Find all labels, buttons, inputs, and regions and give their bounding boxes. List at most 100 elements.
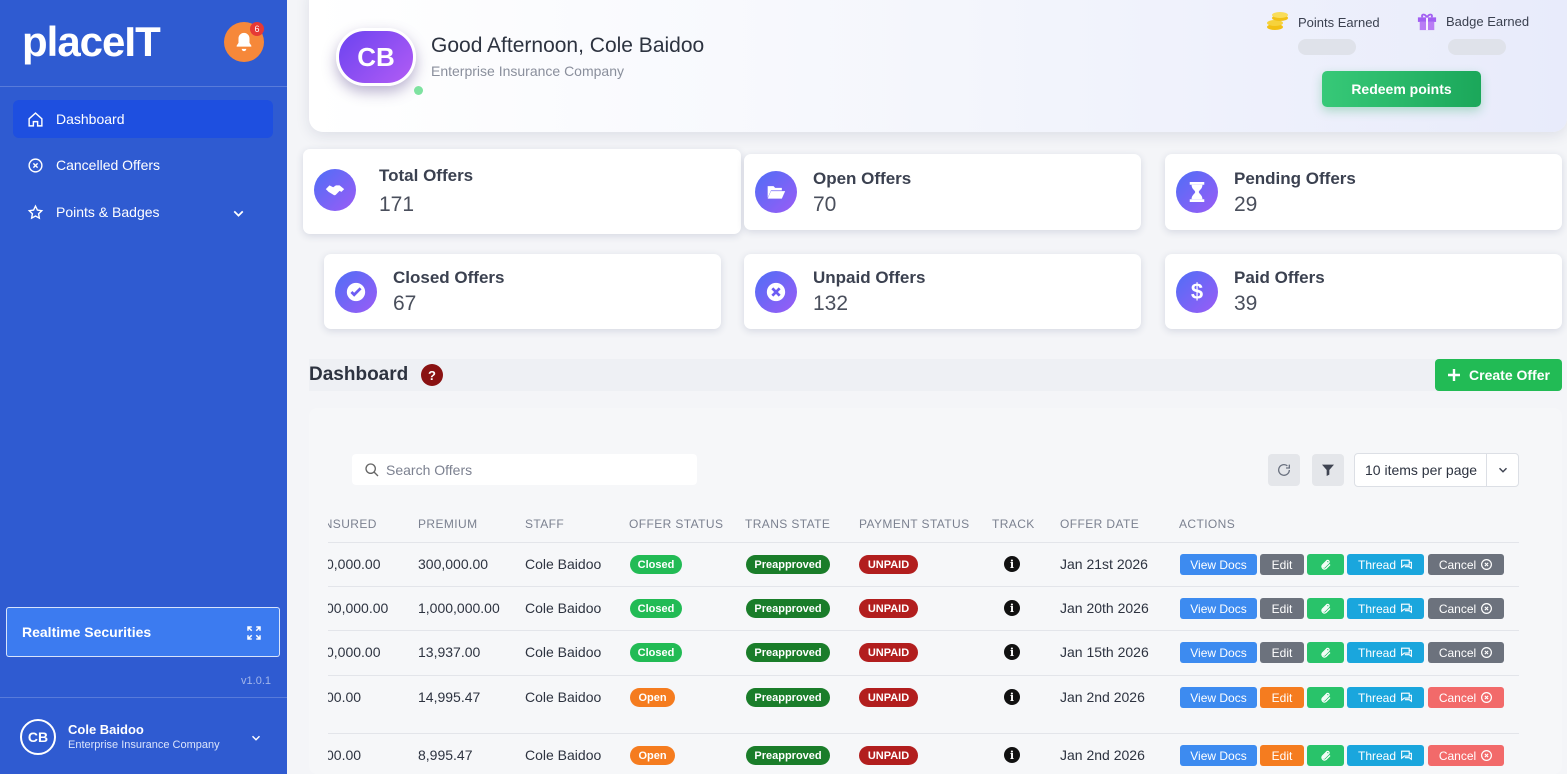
attach-button[interactable] bbox=[1307, 687, 1344, 708]
table-row[interactable]: 00,000.00 1,000,000.00 Cole Baidoo Close… bbox=[328, 586, 1519, 630]
thread-button[interactable]: Thread bbox=[1347, 598, 1424, 619]
expand-icon[interactable] bbox=[245, 624, 263, 642]
stat-label: Total Offers bbox=[379, 166, 474, 185]
payment-status-badge: UNPAID bbox=[859, 688, 918, 707]
thread-button[interactable]: Thread bbox=[1347, 745, 1424, 766]
filter-button[interactable] bbox=[1312, 454, 1344, 486]
welcome-header bbox=[309, 0, 1567, 132]
attach-button[interactable] bbox=[1307, 598, 1344, 619]
sidebar-item-cancelled-offers[interactable]: Cancelled Offers bbox=[13, 146, 273, 184]
attach-button[interactable] bbox=[1307, 745, 1344, 766]
chat-icon bbox=[1401, 603, 1412, 614]
app-logo[interactable]: placeIT bbox=[22, 18, 161, 65]
sidebar-item-points-badges[interactable]: Points & Badges bbox=[13, 193, 273, 231]
cancel-button[interactable]: Cancel bbox=[1428, 598, 1504, 619]
trans-state-badge: Preapproved bbox=[746, 643, 830, 662]
points-earned-label: Points Earned bbox=[1266, 11, 1380, 33]
table-row[interactable]: 00.00 14,995.47 Cole Baidoo Open Preappr… bbox=[328, 675, 1519, 733]
insured-cell: 0,000.00 bbox=[328, 644, 381, 660]
realtime-securities-widget[interactable]: Realtime Securities bbox=[6, 607, 280, 657]
attach-button[interactable] bbox=[1307, 642, 1344, 663]
premium-cell: 14,995.47 bbox=[418, 689, 481, 705]
column-header[interactable]: ACTIONS bbox=[1179, 517, 1236, 531]
thread-button[interactable]: Thread bbox=[1347, 687, 1424, 708]
offer-status-badge: Closed bbox=[630, 599, 682, 618]
items-per-page-select[interactable]: 10 items per page bbox=[1354, 453, 1519, 487]
cancel-button[interactable]: Cancel bbox=[1428, 745, 1504, 766]
refresh-button[interactable] bbox=[1268, 454, 1300, 486]
edit-button[interactable]: Edit bbox=[1260, 642, 1304, 663]
stat-label: Pending Offers bbox=[1234, 169, 1356, 188]
thread-button[interactable]: Thread bbox=[1347, 642, 1424, 663]
attach-button[interactable] bbox=[1307, 554, 1344, 575]
paperclip-icon bbox=[1320, 647, 1330, 658]
stat-value: 67 bbox=[393, 292, 417, 315]
edit-button[interactable]: Edit bbox=[1260, 554, 1304, 575]
plus-icon bbox=[1448, 369, 1461, 381]
view-docs-button[interactable]: View Docs bbox=[1180, 687, 1257, 708]
info-icon[interactable]: i bbox=[1004, 689, 1020, 705]
paperclip-icon bbox=[1320, 559, 1330, 570]
edit-button[interactable]: Edit bbox=[1260, 745, 1304, 766]
cancel-button[interactable]: Cancel bbox=[1428, 687, 1504, 708]
paperclip-icon bbox=[1320, 603, 1330, 614]
chevron-down-icon[interactable] bbox=[249, 731, 263, 745]
section-title: Dashboard bbox=[309, 364, 409, 385]
view-docs-button[interactable]: View Docs bbox=[1180, 745, 1257, 766]
online-status-dot bbox=[414, 86, 423, 95]
cancel-button[interactable]: Cancel bbox=[1428, 642, 1504, 663]
premium-cell: 1,000,000.00 bbox=[418, 600, 500, 616]
column-header[interactable]: INSURED bbox=[328, 517, 377, 531]
table-row[interactable]: 0,000.00 13,937.00 Cole Baidoo Closed Pr… bbox=[328, 630, 1519, 675]
trans-state-badge: Preapproved bbox=[746, 746, 830, 765]
stat-card-pending-offers[interactable]: Pending Offers 29 bbox=[1165, 154, 1562, 230]
view-docs-button[interactable]: View Docs bbox=[1180, 598, 1257, 619]
column-header[interactable]: TRANS STATE bbox=[745, 517, 831, 531]
redeem-points-button[interactable]: Redeem points bbox=[1322, 71, 1481, 107]
badge-earned-label: Badge Earned bbox=[1416, 11, 1529, 31]
search-input[interactable]: Search Offers bbox=[352, 454, 697, 485]
user-company: Enterprise Insurance Company bbox=[68, 739, 220, 751]
view-docs-button[interactable]: View Docs bbox=[1180, 554, 1257, 575]
sidebar-item-dashboard[interactable]: Dashboard bbox=[13, 100, 273, 138]
info-icon[interactable]: i bbox=[1004, 556, 1020, 572]
home-icon bbox=[28, 111, 43, 127]
column-header[interactable]: TRACK bbox=[992, 517, 1035, 531]
column-header[interactable]: OFFER STATUS bbox=[629, 517, 724, 531]
stat-card-open-offers[interactable]: Open Offers 70 bbox=[744, 154, 1141, 230]
cancel-button[interactable]: Cancel bbox=[1428, 554, 1504, 575]
table-row[interactable]: 0,000.00 300,000.00 Cole Baidoo Closed P… bbox=[328, 542, 1519, 586]
handshake-icon bbox=[314, 168, 356, 211]
chat-icon bbox=[1401, 750, 1412, 761]
offers-table: INSURED PREMIUM STAFF OFFER STATUS TRANS… bbox=[328, 505, 1519, 774]
dollar-icon: $ bbox=[1176, 270, 1218, 313]
table-row[interactable]: 00.00 8,995.47 Cole Baidoo Open Preappro… bbox=[328, 733, 1519, 774]
stat-label: Closed Offers bbox=[393, 268, 505, 287]
stat-card-paid-offers[interactable]: $ Paid Offers 39 bbox=[1165, 254, 1562, 329]
column-header[interactable]: PAYMENT STATUS bbox=[859, 517, 970, 531]
stat-card-closed-offers[interactable]: Closed Offers 67 bbox=[324, 254, 721, 329]
thread-button[interactable]: Thread bbox=[1347, 554, 1424, 575]
view-docs-button[interactable]: View Docs bbox=[1180, 642, 1257, 663]
info-icon[interactable]: i bbox=[1004, 600, 1020, 616]
payment-status-badge: UNPAID bbox=[859, 746, 918, 765]
edit-button[interactable]: Edit bbox=[1260, 598, 1304, 619]
profile-avatar[interactable]: CB bbox=[336, 28, 416, 86]
help-icon[interactable]: ? bbox=[421, 364, 443, 386]
premium-cell: 300,000.00 bbox=[418, 556, 489, 572]
insured-cell: 00.00 bbox=[328, 747, 362, 763]
create-offer-button[interactable]: Create Offer bbox=[1435, 359, 1562, 391]
column-header[interactable]: PREMIUM bbox=[418, 517, 478, 531]
stat-value: 29 bbox=[1234, 193, 1258, 216]
info-icon[interactable]: i bbox=[1004, 747, 1020, 763]
user-avatar[interactable]: CB bbox=[20, 719, 56, 755]
info-icon[interactable]: i bbox=[1004, 644, 1020, 660]
column-header[interactable]: STAFF bbox=[525, 517, 565, 531]
column-header[interactable]: OFFER DATE bbox=[1060, 517, 1140, 531]
edit-button[interactable]: Edit bbox=[1260, 687, 1304, 708]
trans-state-badge: Preapproved bbox=[746, 599, 830, 618]
search-icon bbox=[365, 462, 379, 476]
stat-label: Paid Offers bbox=[1234, 268, 1325, 287]
stat-card-total-offers[interactable]: Total Offers 171 bbox=[303, 149, 741, 234]
stat-card-unpaid-offers[interactable]: Unpaid Offers 132 bbox=[744, 254, 1141, 329]
